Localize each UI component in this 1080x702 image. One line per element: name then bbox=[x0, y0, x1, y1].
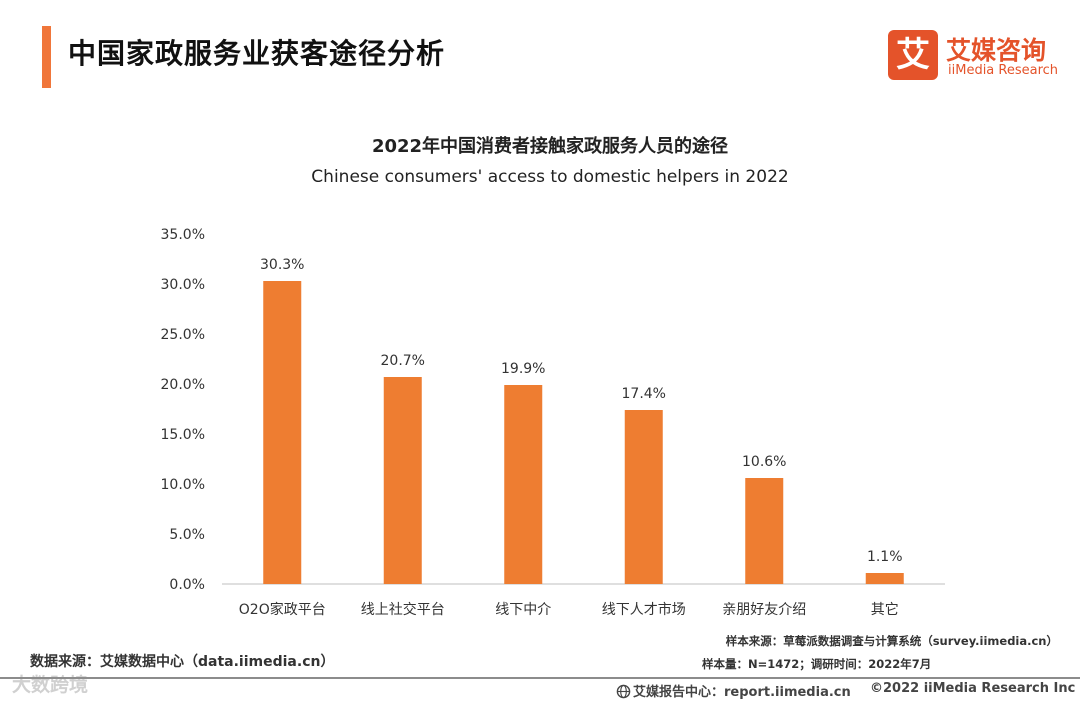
logo-cn-text: 艾媒咨询 bbox=[946, 36, 1047, 65]
page-title: 中国家政服务业获客途径分析 bbox=[68, 37, 446, 70]
logo-en-text: iiMedia Research bbox=[948, 63, 1059, 78]
chart-title: 2022年中国消费者接触家政服务人员的途径 bbox=[371, 136, 729, 157]
data-label: 1.1% bbox=[867, 549, 903, 565]
report-center-link[interactable]: 艾媒报告中心：report.iimedia.cn bbox=[616, 681, 851, 700]
y-tick-label: 30.0% bbox=[161, 277, 205, 293]
bar-2 bbox=[383, 377, 422, 584]
data-label: 17.4% bbox=[622, 386, 666, 402]
bar-1 bbox=[263, 281, 302, 584]
title-accent-bar bbox=[42, 26, 51, 88]
bar-4 bbox=[624, 410, 663, 584]
x-category-label: 亲朋好友介绍 bbox=[722, 602, 806, 618]
x-category-label: 线下中介 bbox=[495, 602, 551, 618]
brand-logo[interactable]: 艾 艾媒咨询 iiMedia Research bbox=[888, 30, 1068, 82]
x-category-label: 线上社交平台 bbox=[361, 601, 445, 618]
y-tick-label: 20.0% bbox=[161, 377, 205, 393]
x-category-label: O2O家政平台 bbox=[239, 601, 326, 618]
chart-subtitle: Chinese consumers' access to domestic he… bbox=[311, 167, 789, 187]
watermark: 大数跨境 bbox=[12, 674, 89, 696]
y-tick-label: 10.0% bbox=[161, 477, 205, 493]
x-category-label: 线下人才市场 bbox=[602, 601, 686, 618]
report-center-text: 艾媒报告中心：report.iimedia.cn bbox=[633, 685, 851, 700]
footer-divider bbox=[0, 677, 1080, 679]
data-label: 30.3% bbox=[260, 257, 304, 273]
bar-6 bbox=[865, 573, 904, 584]
x-category-label: 其它 bbox=[871, 601, 899, 618]
y-tick-label: 5.0% bbox=[169, 527, 205, 543]
sample-source-note: 样本来源：草莓派数据调查与计算系统（survey.iimedia.cn） bbox=[725, 634, 1058, 648]
logo-mark-icon: 艾 bbox=[888, 30, 938, 80]
bar-3 bbox=[504, 385, 543, 584]
data-source-note: 数据来源：艾媒数据中心（data.iimedia.cn） bbox=[30, 654, 335, 670]
y-tick-label: 15.0% bbox=[161, 427, 205, 443]
y-tick-label: 25.0% bbox=[161, 327, 205, 343]
data-label: 19.9% bbox=[501, 361, 545, 377]
data-label: 20.7% bbox=[381, 353, 425, 369]
sample-size-note: 样本量：N=1472；调研时间：2022年7月 bbox=[702, 657, 932, 671]
globe-icon bbox=[616, 684, 631, 699]
data-label: 10.6% bbox=[742, 454, 786, 470]
y-tick-label: 35.0% bbox=[161, 227, 205, 243]
copyright-text: ©2022 iiMedia Research Inc bbox=[870, 681, 1076, 696]
y-tick-label: 0.0% bbox=[169, 577, 205, 593]
bar-5 bbox=[745, 478, 784, 584]
